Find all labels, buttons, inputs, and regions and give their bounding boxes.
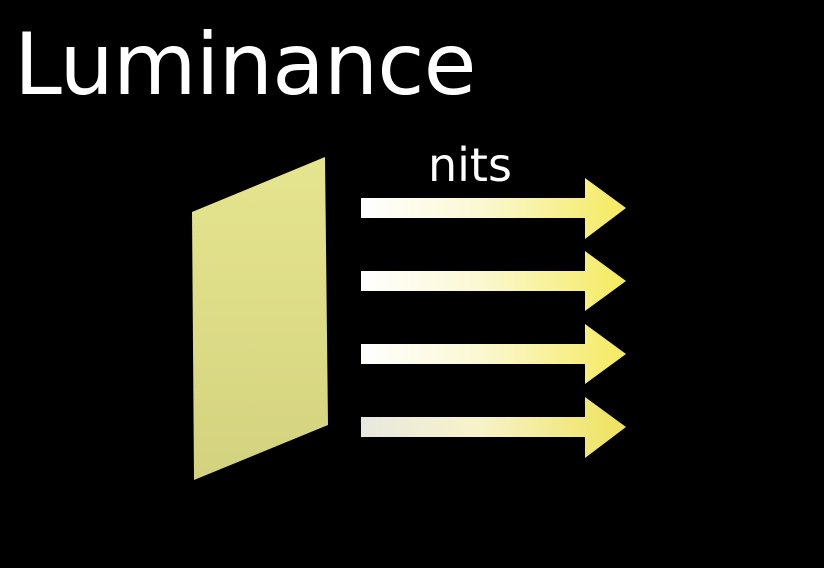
unit-label: nits: [428, 138, 512, 192]
light-ray-arrow: [361, 397, 626, 458]
light-ray-arrow: [361, 324, 626, 384]
emitting-surface: [192, 157, 328, 480]
light-ray-arrow: [361, 251, 626, 311]
slide-title: Luminance: [14, 15, 476, 115]
light-ray-arrow: [361, 178, 626, 239]
